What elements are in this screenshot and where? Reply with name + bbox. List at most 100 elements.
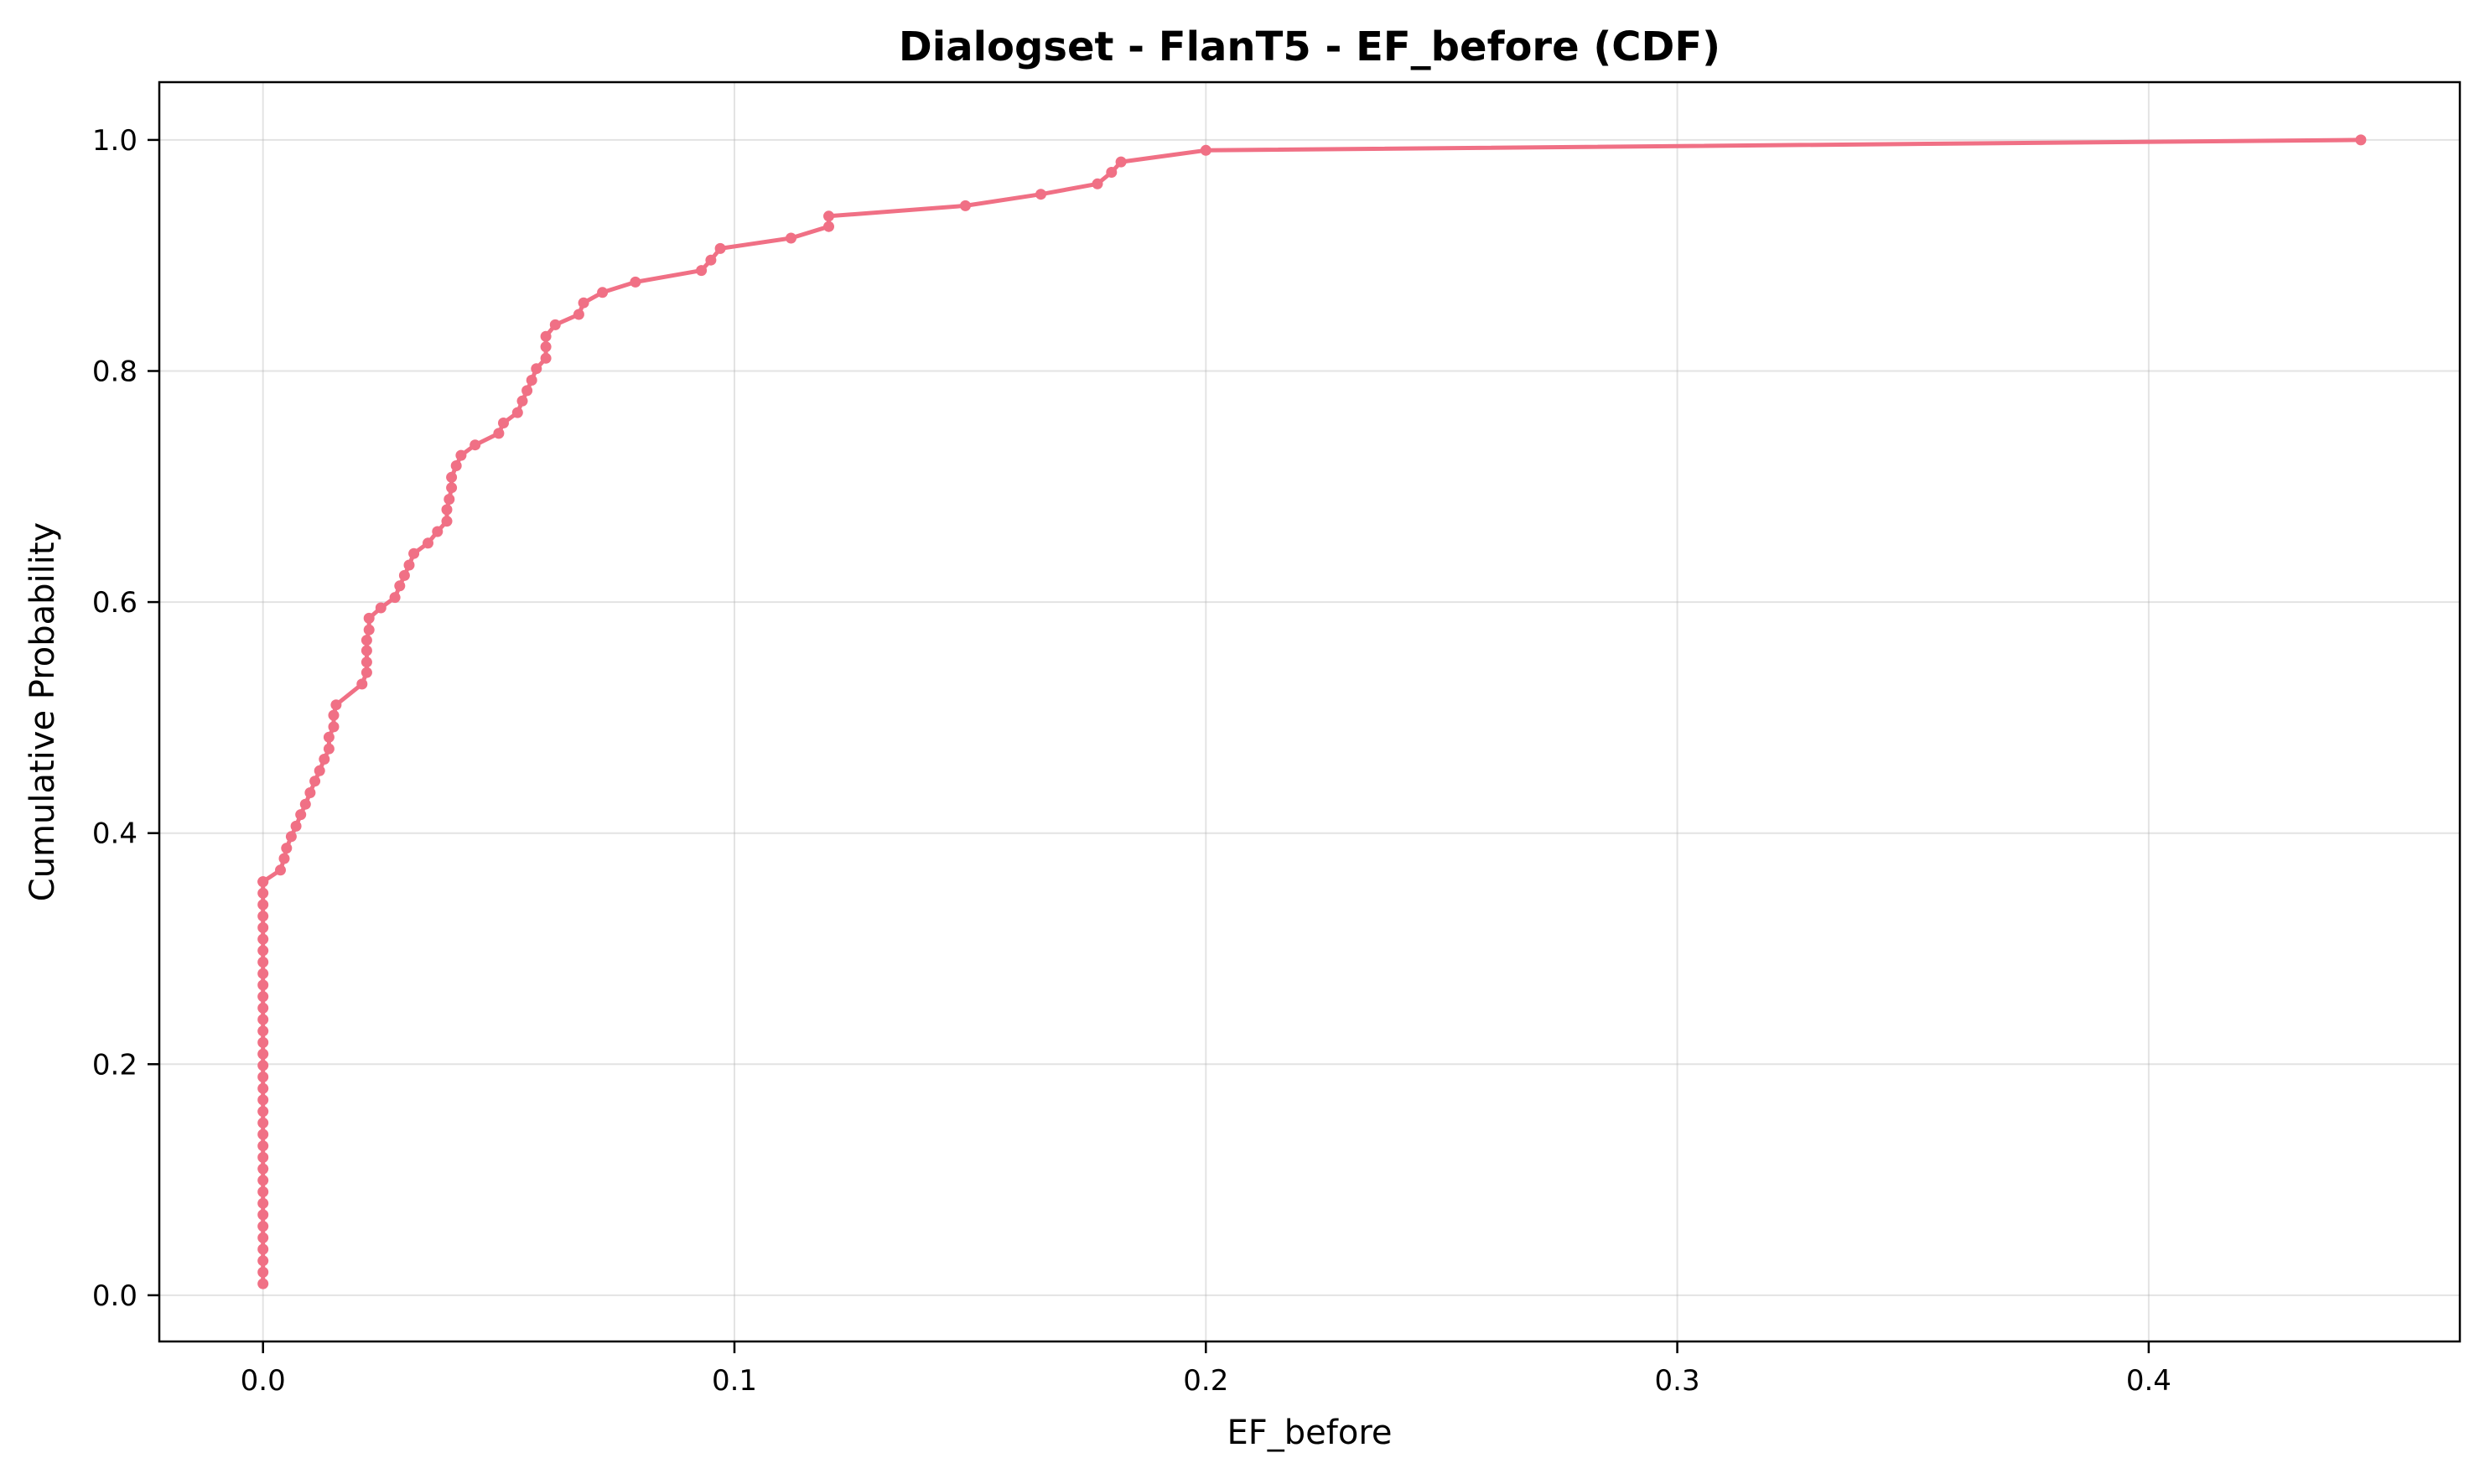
data-point [257,1106,269,1118]
data-point [423,537,433,549]
data-point [257,1025,269,1037]
data-point [257,899,269,911]
data-point [319,754,330,765]
data-point [290,820,302,832]
data-point [408,547,420,559]
data-point [960,200,971,211]
data-point [257,1232,269,1243]
data-point [432,526,444,537]
data-point [1092,178,1103,189]
data-point [257,968,269,979]
data-point [375,602,386,614]
data-point [597,287,609,298]
data-point [257,979,269,991]
data-point [714,242,726,254]
data-point [314,765,325,776]
data-point [257,1082,269,1094]
data-point [257,945,269,957]
data-point [275,864,286,876]
data-point [403,559,415,571]
data-point [257,1094,269,1106]
data-point [2355,134,2367,146]
data-point [304,787,316,798]
data-point [257,1278,269,1289]
data-point [549,319,561,330]
data-point [257,1175,269,1186]
data-point [361,656,372,668]
data-point [257,957,269,968]
data-point [323,731,335,743]
data-point [398,569,410,581]
data-point [446,482,458,494]
data-point [356,678,368,690]
data-point [328,721,340,733]
data-point [389,592,401,604]
data-point [1035,189,1046,200]
data-point [526,375,537,386]
data-point [328,709,340,721]
data-point [394,580,406,592]
data-point [257,1048,269,1060]
data-point [295,809,307,821]
data-point [257,887,269,899]
data-point [786,232,796,244]
data-point [323,743,335,755]
data-point [493,428,505,439]
data-point [257,933,269,945]
y-tick-label: 0.4 [92,817,137,851]
data-point [257,1071,269,1082]
x-axis-label: EF_before [1227,1414,1392,1452]
y-tick-label: 1.0 [92,124,137,158]
chart-title: Dialogset - FlanT5 - EF_before (CDF) [899,23,1720,70]
data-point [1200,144,1211,156]
data-point [257,1266,269,1278]
data-point [257,1163,269,1175]
data-point [361,645,372,656]
data-point [257,1243,269,1255]
x-tick-label: 0.1 [712,1364,757,1398]
data-point [257,1140,269,1152]
data-point [540,341,552,353]
data-point [257,1221,269,1232]
data-point [363,612,375,624]
data-point [257,991,269,1003]
data-point [823,210,834,222]
data-point [540,330,552,342]
data-point [281,843,293,854]
data-point [257,1036,269,1048]
data-point [257,1151,269,1163]
data-point [573,309,584,320]
axes-frame [158,80,2462,1343]
data-point [363,624,375,636]
y-tick-label: 0.2 [92,1048,137,1082]
data-point [257,1117,269,1129]
data-point [257,1209,269,1221]
data-point [498,418,509,428]
data-point [540,352,552,364]
data-point [299,798,311,810]
y-tick-label: 0.6 [92,586,137,620]
data-point [444,494,455,505]
data-point [285,831,297,843]
x-tick-label: 0.0 [241,1364,286,1398]
data-point [257,1129,269,1140]
data-point [361,635,372,646]
data-point [257,911,269,922]
data-point [257,1060,269,1071]
data-point [578,297,589,309]
data-point [257,1197,269,1209]
data-point [705,254,717,266]
data-point [257,1014,269,1025]
data-point [309,776,321,787]
data-point [455,449,467,461]
data-point [1106,167,1118,178]
data-point [257,1186,269,1197]
x-tick-label: 0.2 [1183,1364,1228,1398]
data-point [257,876,269,888]
data-point [257,921,269,933]
grid [159,82,2460,1341]
data-point [696,265,708,277]
data-point [446,471,458,483]
